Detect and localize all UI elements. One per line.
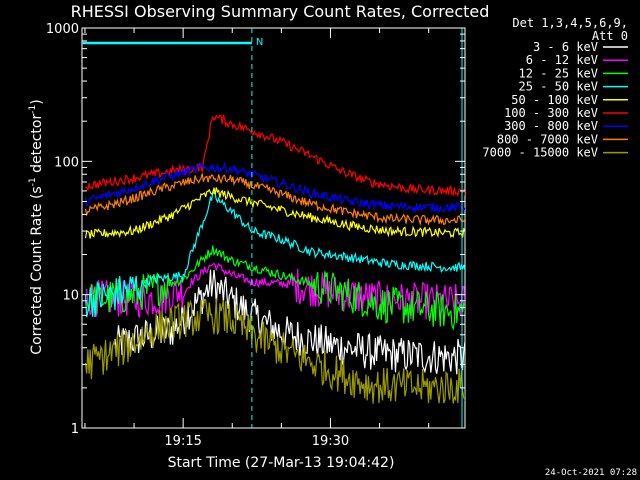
legend-label-4: 25 - 50 keV: [519, 80, 598, 94]
series-line-7: [84, 161, 465, 214]
legend-label-8: 800 - 7000 keV: [497, 132, 598, 146]
y-tick-label-1: 1: [71, 422, 79, 437]
series-line-2: [85, 262, 465, 320]
legend-label-5: 50 - 100 keV: [511, 93, 598, 107]
y-axis-label-part-3: ): [29, 99, 45, 104]
footer-date: 24-Oct-2021 07:28: [545, 468, 637, 478]
y-tick-label-4: 1000: [46, 22, 79, 37]
x-tick-label-2: 19:30: [312, 434, 349, 449]
y-tick-label-3: 100: [54, 155, 79, 170]
legend-label-7: 300 - 800 keV: [504, 119, 598, 133]
series-line-9: [84, 298, 465, 404]
legend-label-2: 6 - 12 keV: [526, 53, 598, 67]
x-axis: 19:15 19:30: [84, 28, 430, 449]
legend-label-3: 12 - 25 keV: [519, 66, 598, 80]
plot-frame: [81, 27, 466, 429]
plot-area: N: [81, 27, 466, 429]
legend-header-2: Att 0: [592, 29, 628, 43]
legend-label-6: 100 - 300 keV: [504, 106, 598, 120]
series-line-6: [85, 113, 465, 198]
legend-label-1: 3 - 6 keV: [533, 40, 598, 54]
x-axis-label: Start Time (27-Mar-13 19:04:42): [168, 455, 395, 471]
series-line-8: [84, 173, 465, 226]
y-axis: 1 10 100 1000: [46, 22, 465, 437]
y-tick-label-2: 10: [62, 289, 79, 304]
series-line-4: [84, 190, 465, 318]
legend-header-1: Det 1,3,4,5,6,9,: [512, 16, 628, 30]
y-axis-label-sup-2: -1: [28, 105, 38, 114]
y-axis-label: Corrected Count Rate (s-1 detector-1): [28, 99, 45, 354]
x-tick-label-1: 19:15: [164, 434, 201, 449]
marker-label: N: [256, 37, 263, 48]
legend-label-9: 7000 - 15000 keV: [482, 146, 598, 160]
y-axis-label-part-1: Corrected Count Rate (s: [29, 186, 45, 354]
chart-title: RHESSI Observing Summary Count Rates, Co…: [71, 2, 490, 21]
series-line-1: [114, 269, 465, 375]
series-line-5: [84, 187, 465, 239]
series-line-3: [84, 245, 465, 331]
y-axis-label-part-2: detector: [29, 114, 45, 178]
y-axis-label-sup-1: -1: [28, 177, 38, 186]
